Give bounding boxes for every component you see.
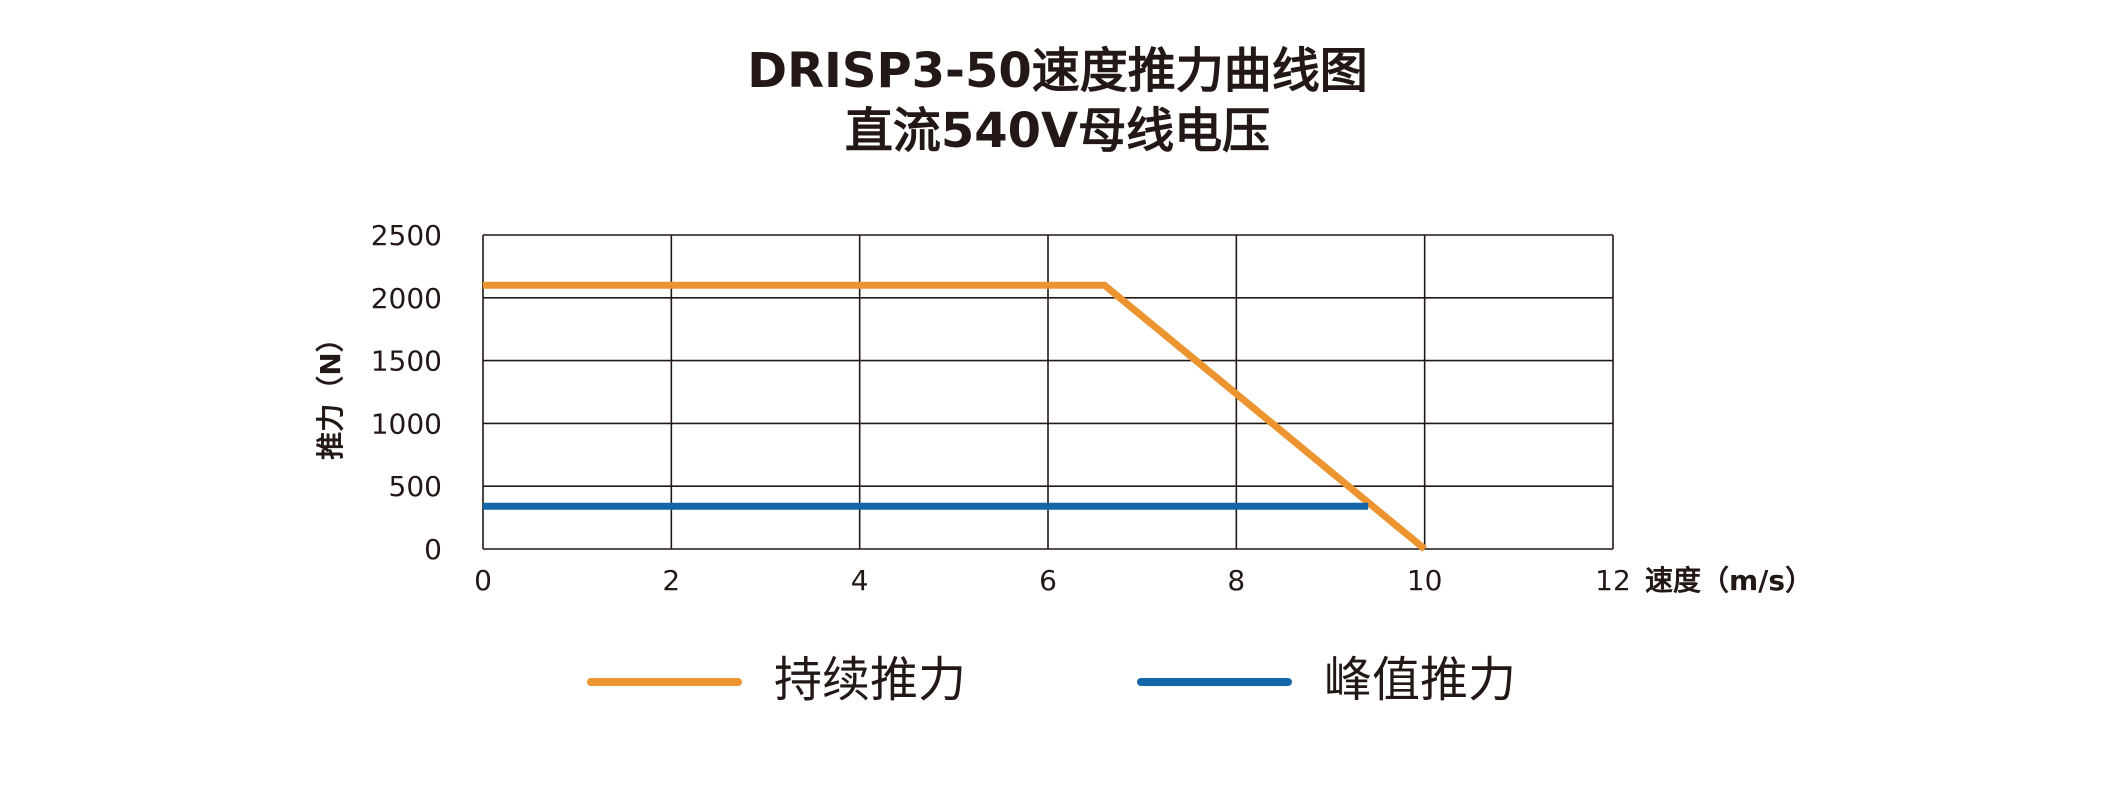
y-tick-label: 2000 [371, 282, 442, 315]
x-tick-label: 12 [1595, 564, 1631, 597]
legend-swatch-peak [1137, 678, 1292, 686]
y-tick-label: 2500 [371, 219, 442, 252]
series-line-continuous-thrust [483, 281, 1427, 552]
x-tick-label: 10 [1407, 564, 1443, 597]
x-tick-label: 2 [662, 564, 680, 597]
y-tick-label: 1000 [371, 407, 442, 440]
legend-label-continuous: 持续推力 [774, 652, 967, 708]
y-tick-label: 0 [424, 533, 442, 566]
x-tick-label: 6 [1039, 564, 1057, 597]
x-tick-label: 4 [851, 564, 869, 597]
y-tick-label: 500 [389, 470, 442, 503]
y-tick-label: 1500 [371, 345, 442, 378]
y-axis-label: 推力（N） [314, 324, 347, 459]
x-tick-label: 0 [474, 564, 492, 597]
x-axis-label: 速度（m/s） [1645, 564, 1813, 597]
legend-label-peak: 峰值推力 [1324, 652, 1517, 708]
legend-swatch-continuous [587, 678, 742, 686]
chart-title: DRISP3-50速度推力曲线图 [747, 43, 1368, 99]
x-tick-label: 8 [1227, 564, 1245, 597]
chart-subtitle: 直流540V母线电压 [844, 103, 1271, 159]
